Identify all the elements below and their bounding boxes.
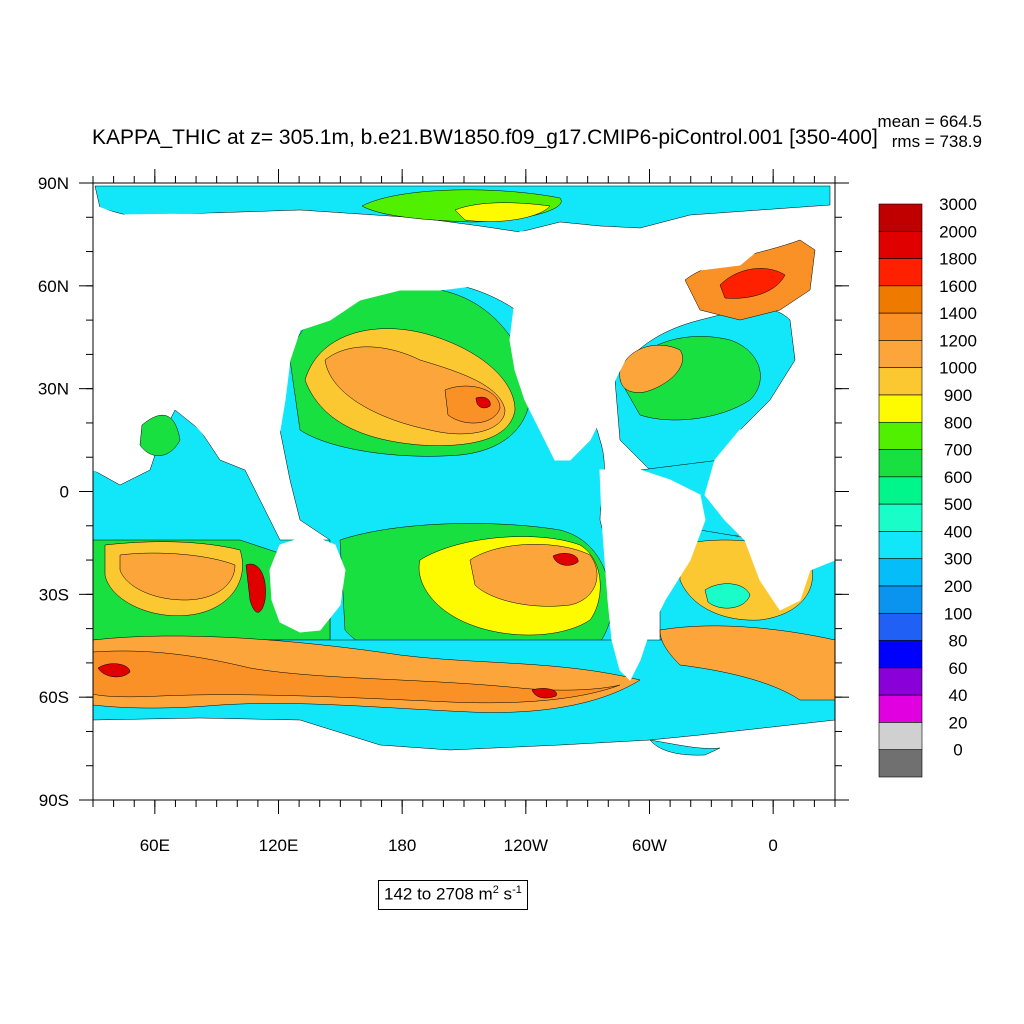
australia bbox=[269, 534, 346, 633]
colorbar-label: 500 bbox=[944, 495, 972, 514]
colorbar-label: 800 bbox=[944, 413, 972, 432]
europe-uk bbox=[794, 294, 835, 366]
colorbar-label: 1000 bbox=[939, 359, 977, 378]
south-atlantic-green bbox=[704, 583, 751, 609]
range-label: 142 to 2708 m2 s-1 bbox=[378, 880, 528, 910]
leeuwin-red bbox=[245, 563, 266, 613]
colorbar-label: 1400 bbox=[939, 304, 977, 323]
south-america bbox=[599, 469, 706, 681]
north-pacific-max bbox=[475, 396, 491, 409]
lat-tick-label: 60S bbox=[39, 688, 69, 707]
colorbar-label: 100 bbox=[944, 604, 972, 623]
colorbar-swatch bbox=[878, 640, 923, 669]
colorbar-label: 40 bbox=[949, 686, 968, 705]
north-pacific-core bbox=[444, 385, 501, 424]
colorbar-swatch bbox=[878, 585, 923, 614]
lon-tick-label: 180 bbox=[388, 836, 416, 855]
colorbar-swatch bbox=[878, 367, 923, 396]
lon-tick-label: 120E bbox=[259, 836, 299, 855]
lat-tick-label: 90N bbox=[38, 174, 69, 193]
colorbar-label: 60 bbox=[949, 659, 968, 678]
colorbar-label: 700 bbox=[944, 441, 972, 460]
south-pacific-max bbox=[552, 553, 579, 566]
colorbar-label: 200 bbox=[944, 577, 972, 596]
lon-tick-label: 120W bbox=[504, 836, 548, 855]
rms-value: rms = 738.9 bbox=[891, 132, 982, 151]
colorbar-swatch bbox=[878, 722, 923, 751]
colorbar-swatch bbox=[878, 421, 923, 450]
arabian-sea-green bbox=[139, 414, 181, 456]
colorbar-swatch bbox=[878, 203, 923, 232]
south-indian-orange bbox=[119, 552, 236, 601]
colorbar-swatch bbox=[878, 340, 923, 369]
lon-tick-label: 60E bbox=[140, 836, 170, 855]
colorbar-label: 0 bbox=[953, 741, 962, 760]
colorbar-label: 400 bbox=[944, 522, 972, 541]
atlantic-acc bbox=[659, 625, 835, 701]
lat-tick-label: 90S bbox=[39, 791, 69, 810]
colorbar: 3000200018001600140012001000900800700600… bbox=[878, 195, 977, 778]
colorbar-swatch bbox=[878, 531, 923, 560]
colorbar-swatch bbox=[878, 476, 923, 505]
plot-title: KAPPA_THIC at z= 305.1m, b.e21.BW1850.f0… bbox=[92, 126, 878, 149]
colorbar-swatch bbox=[878, 230, 923, 259]
acc-max-west bbox=[97, 663, 131, 678]
lon-tick-label: 60W bbox=[632, 836, 667, 855]
lat-tick-label: 0 bbox=[60, 483, 69, 502]
axis-ticks: 60E 120E 180 120W 60W 0 90N 60N 30N 0 30S 60S 90S bbox=[38, 169, 849, 855]
eurasia bbox=[93, 204, 641, 481]
colorbar-swatch bbox=[878, 258, 923, 287]
colorbar-swatch bbox=[878, 285, 923, 314]
nordic-max bbox=[719, 268, 786, 299]
colorbar-swatch bbox=[878, 749, 923, 778]
colorbar-swatch bbox=[878, 612, 923, 641]
colorbar-swatch bbox=[878, 394, 923, 423]
acc-dark-orange bbox=[93, 650, 621, 704]
north-atlantic-orange bbox=[619, 344, 683, 393]
map-field bbox=[93, 183, 835, 800]
colorbar-swatch bbox=[878, 312, 923, 341]
colorbar-label: 600 bbox=[944, 468, 972, 487]
lat-tick-label: 30N bbox=[38, 380, 69, 399]
colorbar-swatch bbox=[878, 667, 923, 696]
colorbar-swatch bbox=[878, 558, 923, 587]
colorbar-swatch bbox=[878, 449, 923, 478]
colorbar-label: 20 bbox=[949, 713, 968, 732]
colorbar-swatch bbox=[878, 503, 923, 532]
colorbar-label: 80 bbox=[949, 632, 968, 651]
colorbar-label: 3000 bbox=[939, 195, 977, 214]
colorbar-swatch bbox=[878, 694, 923, 723]
antarctic-shelf bbox=[649, 739, 721, 756]
lat-tick-label: 60N bbox=[38, 277, 69, 296]
stats-block: mean = 664.5 rms = 738.9 bbox=[878, 112, 982, 152]
colorbar-label: 900 bbox=[944, 386, 972, 405]
arctic-yellow bbox=[454, 202, 551, 222]
land bbox=[93, 204, 835, 800]
colorbar-label: 1200 bbox=[939, 331, 977, 350]
acc-max-east bbox=[531, 688, 557, 699]
colorbar-label: 2000 bbox=[939, 222, 977, 241]
lat-tick-label: 30S bbox=[39, 585, 69, 604]
mean-value: mean = 664.5 bbox=[877, 112, 982, 131]
colorbar-label: 1800 bbox=[939, 250, 977, 269]
africa bbox=[704, 424, 835, 611]
lon-tick-label: 0 bbox=[768, 836, 777, 855]
colorbar-label: 300 bbox=[944, 550, 972, 569]
greenland bbox=[639, 221, 771, 276]
antarctica bbox=[93, 719, 835, 800]
colorbar-label: 1600 bbox=[939, 277, 977, 296]
